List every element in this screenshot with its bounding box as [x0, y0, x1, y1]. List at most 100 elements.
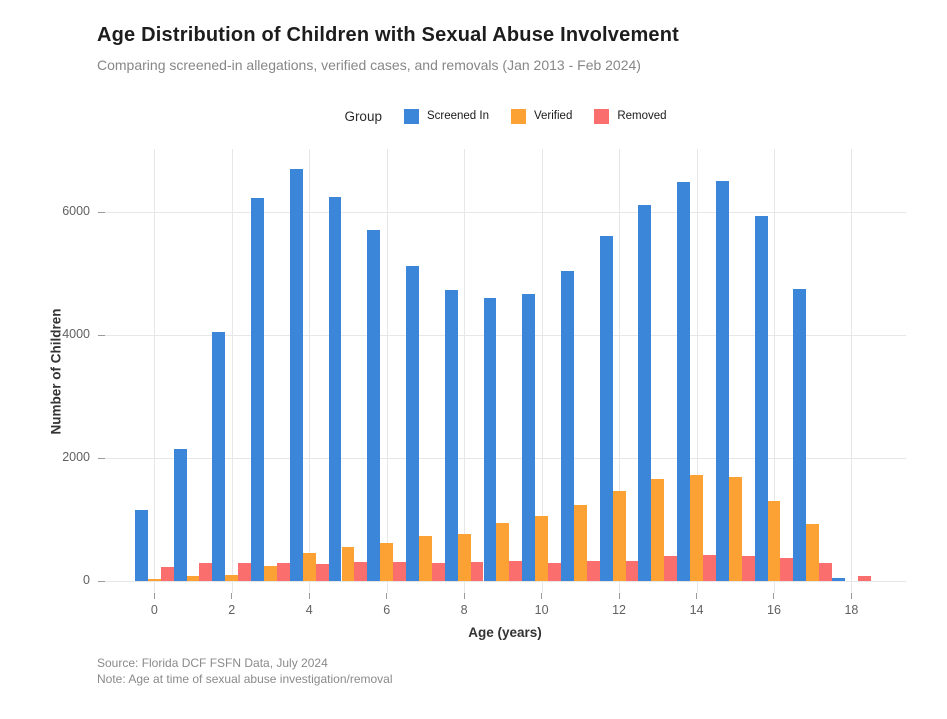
- y-axis-title: Number of Children: [48, 308, 64, 435]
- bar-verified-age-9: [496, 522, 510, 581]
- bar-verified-age-4: [302, 553, 316, 581]
- bar-screened-in-age-14: [677, 181, 691, 581]
- bar-screened-in-age-17: [793, 288, 807, 581]
- x-tick-0: [153, 593, 155, 599]
- x-tick-label-8: 8: [460, 603, 468, 617]
- bar-screened-in-age-12: [599, 236, 613, 581]
- gridline-v-14: [696, 149, 698, 593]
- bar-removed-age-7: [431, 563, 445, 581]
- bar-verified-age-5: [341, 547, 355, 581]
- bar-verified-age-15: [728, 477, 742, 581]
- gridline-h-6000: [105, 212, 906, 213]
- bar-removed-age-11: [586, 561, 600, 581]
- gridline-v-8: [464, 149, 466, 593]
- legend-label-screened-in: Screened In: [426, 110, 489, 122]
- x-tick-6: [386, 593, 388, 599]
- chart-title: Age Distribution of Children with Sexual…: [97, 24, 680, 46]
- gridline-v-2: [231, 149, 233, 593]
- bar-removed-age-9: [509, 561, 523, 581]
- caption-source: Source: Florida DCF FSFN Data, July 2024: [97, 656, 328, 670]
- bar-screened-in-age-3: [251, 198, 265, 581]
- bar-verified-age-2: [225, 574, 239, 581]
- gridline-v-16: [773, 149, 775, 593]
- gridline-v-18: [851, 149, 853, 593]
- bar-screened-in-age-7: [406, 265, 419, 581]
- bar-screened-in-age-11: [560, 271, 574, 581]
- x-tick-label-16: 16: [767, 603, 781, 617]
- x-tick-8: [463, 593, 465, 599]
- bar-screened-in-age-2: [212, 331, 226, 581]
- x-tick-label-2: 2: [228, 603, 236, 617]
- x-tick-label-4: 4: [305, 603, 313, 617]
- bar-verified-age-13: [651, 478, 665, 581]
- y-tick-label-6000: 6000: [62, 204, 90, 218]
- y-tick-label-2000: 2000: [62, 450, 90, 464]
- y-tick-0: [98, 581, 105, 582]
- bar-screened-in-age-1: [173, 449, 187, 581]
- bar-screened-in-age-18: [832, 577, 845, 581]
- x-tick-12: [618, 593, 620, 599]
- bar-removed-age-15: [741, 555, 755, 581]
- legend-swatch-screened-in: [403, 108, 419, 124]
- bar-verified-age-6: [380, 542, 394, 581]
- bar-removed-age-16: [780, 557, 794, 581]
- bar-removed-age-2: [238, 562, 252, 581]
- gridline-v-4: [309, 149, 311, 593]
- x-tick-16: [773, 593, 775, 599]
- bar-verified-age-10: [535, 515, 549, 581]
- bar-screened-in-age-5: [328, 196, 342, 581]
- bar-verified-age-1: [186, 576, 200, 581]
- x-tick-4: [308, 593, 310, 599]
- legend: Group Screened In Verified Removed: [105, 103, 906, 129]
- legend-label-verified: Verified: [533, 110, 573, 122]
- gridline-h-2000: [105, 458, 906, 459]
- x-axis-title: Age (years): [468, 625, 542, 640]
- caption-note: Note: Age at time of sexual abuse invest…: [97, 672, 393, 686]
- bar-verified-age-17: [806, 523, 820, 581]
- x-tick-10: [541, 593, 543, 599]
- gridline-h-0: [105, 581, 906, 582]
- bar-removed-age-18: [857, 576, 871, 581]
- bar-verified-age-11: [573, 505, 587, 581]
- y-tick-label-4000: 4000: [62, 327, 90, 341]
- bar-removed-age-1: [199, 563, 213, 581]
- x-tick-18: [850, 593, 852, 599]
- bar-verified-age-8: [457, 533, 471, 581]
- legend-item-screened-in: Screened In: [403, 108, 489, 124]
- bar-verified-age-16: [767, 501, 781, 581]
- legend-item-verified: Verified: [510, 108, 573, 124]
- gridline-v-10: [541, 149, 543, 593]
- bar-screened-in-age-13: [638, 204, 652, 581]
- bar-removed-age-13: [664, 556, 678, 581]
- bar-screened-in-age-0: [134, 510, 148, 581]
- bar-removed-age-14: [702, 555, 716, 581]
- y-tick-2000: [98, 458, 105, 459]
- bar-removed-age-6: [393, 561, 407, 581]
- gridline-v-6: [386, 149, 388, 593]
- y-tick-6000: [98, 212, 105, 213]
- x-tick-label-10: 10: [534, 603, 549, 617]
- gridline-v-12: [619, 149, 621, 593]
- y-tick-4000: [98, 335, 105, 336]
- bar-verified-age-7: [418, 535, 432, 581]
- bar-verified-age-12: [612, 490, 626, 581]
- bar-screened-in-age-6: [367, 230, 381, 581]
- bar-screened-in-age-15: [715, 180, 729, 581]
- legend-title: Group: [344, 108, 382, 124]
- bar-removed-age-5: [354, 561, 368, 581]
- bar-removed-age-8: [470, 561, 484, 581]
- legend-item-removed: Removed: [594, 108, 667, 124]
- x-tick-2: [231, 593, 233, 599]
- gridline-h-4000: [105, 335, 906, 336]
- bar-screened-in-age-8: [444, 289, 458, 581]
- bar-screened-in-age-4: [289, 168, 303, 581]
- bar-removed-age-3: [276, 563, 290, 581]
- x-tick-label-18: 18: [844, 603, 859, 617]
- bar-removed-age-12: [625, 560, 639, 581]
- bar-removed-age-0: [160, 566, 174, 581]
- x-tick-label-12: 12: [612, 603, 626, 617]
- bar-removed-age-4: [315, 564, 329, 581]
- x-tick-label-6: 6: [383, 603, 391, 617]
- bar-screened-in-age-16: [754, 215, 768, 581]
